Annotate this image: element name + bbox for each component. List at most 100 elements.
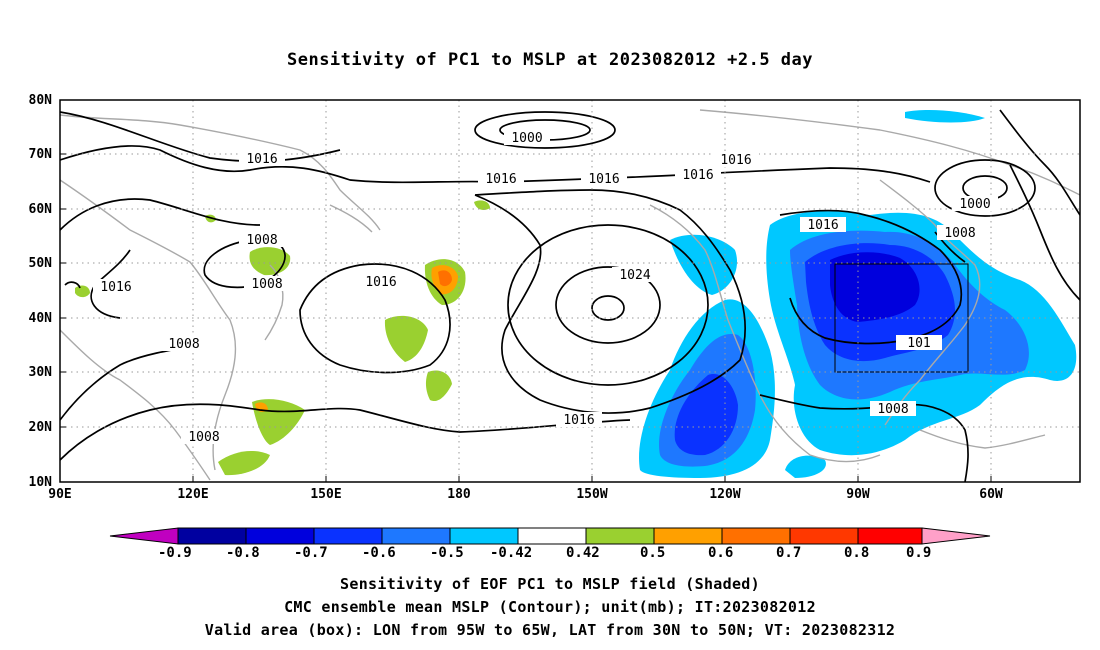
svg-text:1024: 1024: [619, 268, 650, 283]
colorbar-high-triangle: [921, 527, 991, 545]
svg-text:1008: 1008: [188, 430, 219, 445]
colorbar-label: 0.9: [906, 545, 932, 561]
contour-label: 1000: [952, 196, 998, 212]
colorbar-swatch: [313, 527, 383, 545]
lon-label: 90W: [846, 487, 870, 502]
lat-label: 50N: [29, 256, 53, 271]
lon-label: 60W: [979, 487, 1003, 502]
colorbar-label: -0.7: [294, 545, 328, 561]
svg-text:1016: 1016: [807, 218, 838, 233]
colorbar-swatch: [653, 527, 723, 545]
lat-label: 40N: [29, 311, 53, 326]
contour-label: 1016: [93, 279, 139, 295]
contour-label: 1016: [358, 274, 404, 290]
svg-text:1016: 1016: [246, 152, 277, 167]
lat-label: 30N: [29, 365, 53, 380]
map-frame: [59, 99, 1081, 483]
positive-sensitivity-south-china: [218, 450, 270, 476]
contour-label: 1008: [181, 429, 227, 445]
colorbar-label: -0.6: [362, 545, 396, 561]
positive-sensitivity-subtropics: [425, 370, 452, 402]
svg-text:1016: 1016: [682, 168, 713, 183]
lon-label: 120E: [177, 487, 208, 502]
colorbar-label: 0.8: [844, 545, 870, 561]
colorbar-label: 0.6: [708, 545, 734, 561]
lat-label: 80N: [29, 93, 53, 108]
svg-text:1008: 1008: [944, 226, 975, 241]
lon-label: 150W: [576, 487, 607, 502]
svg-text:1000: 1000: [511, 131, 542, 146]
colorbar-label: -0.5: [430, 545, 464, 561]
colorbar-swatch: [789, 527, 859, 545]
lat-label: 70N: [29, 147, 53, 162]
negative-sensitivity-coast: [670, 234, 738, 295]
svg-text:1016: 1016: [588, 172, 619, 187]
contour-label: 1008: [161, 336, 207, 352]
positive-sensitivity-bay-of-bengal: [75, 285, 90, 298]
svg-text:1016: 1016: [563, 413, 594, 428]
positive-sensitivity-spot-2: [474, 200, 490, 210]
contour-label: 1016: [675, 167, 721, 183]
contour-label: 1024: [612, 267, 658, 283]
negative-sensitivity-arctic: [905, 110, 985, 123]
negative-sensitivity-deepest: [830, 252, 920, 322]
colorbar-swatch: [517, 527, 587, 545]
svg-text:1008: 1008: [877, 402, 908, 417]
contour-label: 1000: [504, 130, 550, 146]
longitude-labels: 90E 120E 150E 180 150W 120W 90W 60W: [48, 487, 1003, 502]
colorbar-swatch: [381, 527, 451, 545]
colorbar-label: -0.9: [158, 545, 192, 561]
contour-label: 1016: [713, 152, 759, 168]
lon-label: 90E: [48, 487, 71, 502]
contour-label: 101: [896, 335, 942, 351]
map-title: Sensitivity of PC1 to MSLP at 2023082012…: [286, 50, 813, 70]
contour-label: 1016: [581, 171, 627, 187]
contour-label: 1008: [937, 225, 983, 241]
axis-ticks: [59, 99, 992, 483]
contour-label: 1008: [244, 276, 290, 292]
contour-label: 1016: [478, 171, 524, 187]
colorbar-swatch: [449, 527, 519, 545]
lat-label: 10N: [29, 475, 53, 490]
colorbar-swatch: [721, 527, 791, 545]
svg-text:1016: 1016: [720, 153, 751, 168]
contour-label: 1016: [800, 217, 846, 233]
caption-line-1: Sensitivity of EOF PC1 to MSLP field (Sh…: [340, 575, 760, 593]
lon-label: 180: [447, 487, 471, 502]
negative-sensitivity-gulf: [785, 455, 826, 478]
colorbar-low-triangle: [109, 527, 179, 545]
colorbar-swatch: [245, 527, 315, 545]
contour-label: 1016: [556, 412, 602, 428]
caption-line-3: Valid area (box): LON from 95W to 65W, L…: [204, 621, 896, 639]
lon-label: 150E: [310, 487, 341, 502]
svg-text:101: 101: [907, 336, 930, 351]
colorbar-swatch: [857, 527, 923, 545]
svg-text:1008: 1008: [168, 337, 199, 352]
colorbar-swatch: [177, 527, 247, 545]
svg-text:1000: 1000: [959, 197, 990, 212]
svg-text:1008: 1008: [251, 277, 282, 292]
positive-sensitivity-dateline-center: [438, 270, 452, 287]
positive-sensitivity-central-pacific: [384, 315, 428, 362]
svg-text:1016: 1016: [365, 275, 396, 290]
contour-label: 1016: [239, 151, 285, 167]
contour-label-group: 1016 1016 1016 1016 1016 1016 1016 1016 …: [93, 97, 1078, 445]
svg-text:1008: 1008: [246, 233, 277, 248]
svg-text:1016: 1016: [485, 172, 516, 187]
negative-sensitivity-east-pacific-deep: [674, 374, 738, 456]
colorbar-label: -0.8: [226, 545, 260, 561]
lat-label: 60N: [29, 202, 53, 217]
colorbar-label: 0.5: [640, 545, 666, 561]
lat-label: 20N: [29, 420, 53, 435]
colorbar-label: 0.7: [776, 545, 802, 561]
svg-text:1016: 1016: [100, 280, 131, 295]
colorbar-swatch: [585, 527, 655, 545]
lon-label: 120W: [709, 487, 740, 502]
colorbar-label: -0.42: [490, 545, 533, 561]
colorbar: [109, 527, 991, 545]
contour-label: 1008: [870, 401, 916, 417]
coastlines: [60, 109, 1080, 481]
caption-line-2: CMC ensemble mean MSLP (Contour); unit(m…: [284, 598, 816, 616]
colorbar-label: 0.42: [566, 545, 600, 561]
